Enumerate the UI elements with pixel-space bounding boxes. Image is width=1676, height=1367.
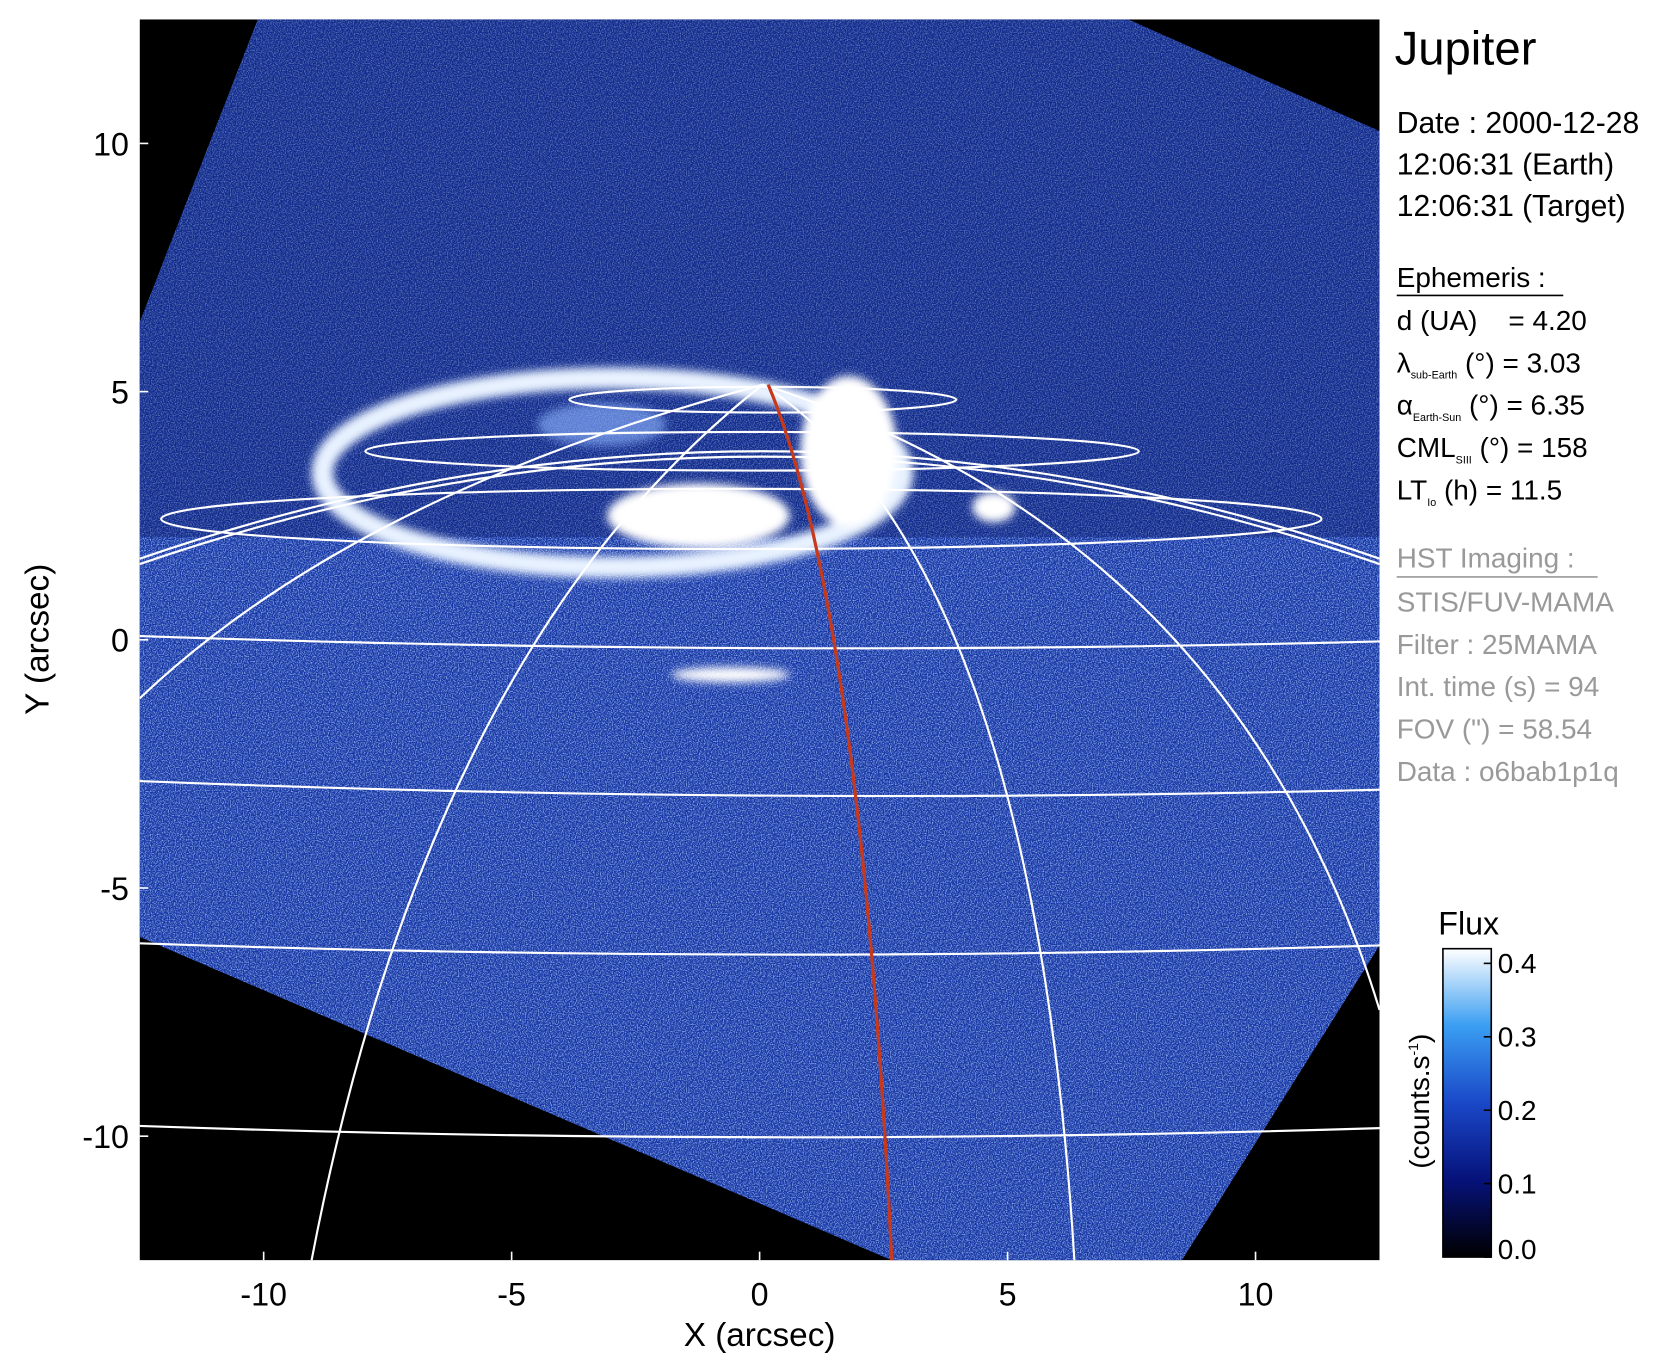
planet-grid	[139, 383, 1380, 1261]
ephemeris-subscript: Io	[1427, 497, 1436, 509]
aurora	[311, 367, 1016, 683]
longitude-line	[762, 383, 1380, 1011]
imaging-line: Int. time (s) = 94	[1397, 671, 1600, 702]
imaging-line: STIS/FUV-MAMA	[1397, 586, 1615, 617]
ephemeris-line: CMLSIII (°) = 158	[1397, 432, 1588, 466]
colorbar-tick-label: 0.0	[1498, 1234, 1537, 1265]
plot-area	[139, 19, 1380, 1261]
ephemeris-symbol: d (UA) = 4.20	[1397, 305, 1587, 336]
colorbar-label: (counts.s-1)	[1404, 1034, 1435, 1169]
latitude-line	[568, 385, 958, 414]
longitude-line	[762, 383, 1076, 1261]
latitude-line	[364, 430, 1140, 472]
latitude-line	[139, 780, 1380, 798]
ephemeris-symbol: CML	[1397, 432, 1456, 463]
ephemeris-line: LTIo (h) = 11.5	[1397, 475, 1562, 509]
limb-line	[139, 455, 1380, 566]
latitude-line	[139, 1124, 1380, 1139]
y-tick-label: -10	[82, 1119, 129, 1155]
image-dark-sky	[139, 19, 1380, 538]
ephemeris-subscript: Earth-Sun	[1413, 412, 1461, 424]
latitude-line	[139, 634, 1380, 650]
imaging-line: FOV (") = 58.54	[1397, 714, 1592, 745]
date-line: 12:06:31 (Target)	[1397, 190, 1626, 223]
ephemeris-value: (°) = 3.03	[1457, 347, 1581, 378]
ephemeris-line: λsub-Earth (°) = 3.03	[1397, 347, 1581, 381]
x-tick-label: -10	[240, 1276, 287, 1312]
info-title: Jupiter	[1395, 22, 1537, 75]
ephemeris-line: d (UA) = 4.20	[1397, 305, 1587, 336]
date-line: 12:06:31 (Earth)	[1397, 149, 1614, 182]
imaging-line: Data : o6bab1p1q	[1397, 756, 1619, 787]
aurora-spot	[671, 667, 790, 683]
longitude-line	[139, 383, 764, 700]
y-tick-label: 10	[93, 126, 129, 162]
ephemeris-symbol: α	[1397, 390, 1413, 421]
y-tick-label: -5	[100, 871, 129, 907]
colorbar-tick-label: 0.2	[1498, 1095, 1537, 1126]
colorbar-label-sup: -1	[1405, 1043, 1421, 1056]
ephemeris-value: (°) = 6.35	[1461, 390, 1585, 421]
info-panel: Jupiter Ephemeris : HST Imaging : Date :…	[1395, 22, 1640, 787]
colorbar-label-text: (counts.s	[1404, 1055, 1435, 1168]
latitude-line	[139, 942, 1380, 956]
x-tick-label: -5	[497, 1276, 526, 1312]
colorbar-tick-label: 0.3	[1498, 1021, 1537, 1052]
image-noise	[139, 19, 1380, 1261]
x-tick-label: 10	[1238, 1276, 1274, 1312]
colorbar-tick-label: 0.4	[1498, 948, 1537, 979]
ephemeris-line: αEarth-Sun (°) = 6.35	[1397, 390, 1585, 424]
ephemeris-subscript: SIII	[1456, 455, 1472, 467]
ephemeris-value: (h) = 11.5	[1436, 475, 1562, 506]
longitude-line	[310, 383, 764, 1261]
imaging-header: HST Imaging :	[1397, 542, 1575, 573]
aurora-oval	[311, 367, 914, 579]
ephemeris-subscript: sub-Earth	[1411, 370, 1458, 382]
ephemeris-value: (°) = 158	[1472, 432, 1588, 463]
y-axis-label: Y (arcsec)	[19, 564, 56, 715]
x-axis-label: X (arcsec)	[684, 1317, 836, 1354]
aurora-blob	[607, 483, 790, 548]
colorbar	[1442, 947, 1493, 1258]
y-tick-label: 0	[111, 623, 129, 659]
colorbar-title: Flux	[1438, 906, 1499, 942]
date-line: Date : 2000-12-28	[1397, 107, 1639, 140]
colorbar-tick-label: 0.1	[1498, 1168, 1537, 1199]
limb-line	[139, 450, 1380, 560]
io-spot	[972, 492, 1016, 523]
y-tick-label: 5	[111, 374, 129, 410]
imaging-line: Filter : 25MAMA	[1397, 629, 1598, 660]
ephemeris-symbol: λ	[1397, 347, 1411, 378]
central-meridian	[766, 384, 894, 1261]
colorbar-label-end: )	[1404, 1034, 1435, 1043]
ephemeris-symbol: LT	[1397, 475, 1428, 506]
ephemeris-header: Ephemeris :	[1397, 262, 1546, 293]
x-tick-label: 0	[751, 1276, 769, 1312]
x-tick-label: 5	[999, 1276, 1017, 1312]
latitude-line	[160, 487, 1323, 551]
figure: X (arcsec) Y (arcsec) Jupiter Ephemeris …	[19, 19, 1639, 1354]
